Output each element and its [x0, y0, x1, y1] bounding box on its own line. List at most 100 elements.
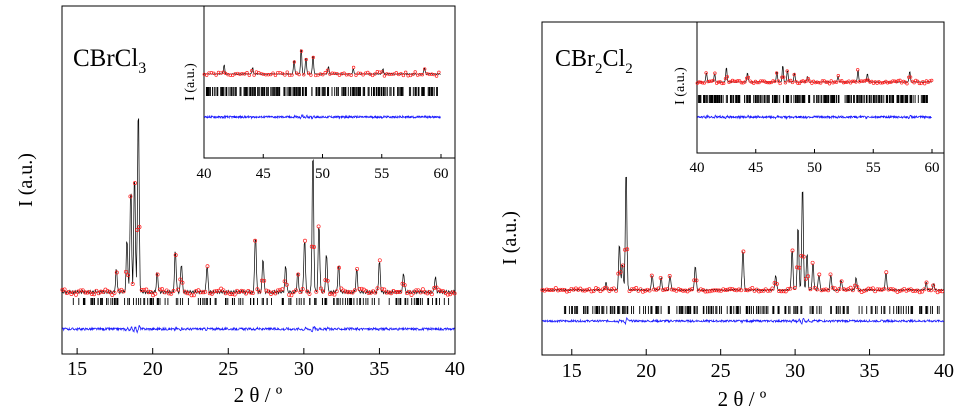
right-inset-observed-point — [817, 80, 821, 85]
right-inset-observed-point — [854, 80, 858, 84]
right-main-observed-point — [801, 254, 806, 259]
right-main-observed-point — [757, 289, 761, 294]
right-inset-x-tick-label: 50 — [807, 160, 822, 176]
left-main-observed-point — [393, 290, 398, 294]
left-inset-observed-point — [382, 74, 387, 78]
left-main-observed-point — [80, 288, 85, 293]
left-main-x-tick-label: 30 — [294, 358, 314, 380]
right-main-observed-point — [868, 286, 873, 291]
right-inset-observed-point — [725, 75, 729, 79]
right-main-observed-point — [594, 286, 598, 291]
left-main-observed-point — [382, 287, 387, 292]
left-main-observed-point — [380, 286, 385, 291]
right-main-observed-point — [703, 289, 708, 294]
left-main-observed-point — [434, 285, 439, 290]
left-main-observed-point — [221, 288, 226, 293]
right-inset-observed-point — [702, 81, 706, 85]
left-main-observed-point — [169, 291, 174, 296]
right-inset-observed-point — [776, 79, 781, 83]
right-main-observed-point — [795, 265, 799, 270]
right-inset-observed-point — [831, 81, 835, 85]
left-main-observed-point — [203, 289, 208, 294]
right-main-observed-point — [792, 286, 797, 290]
right-main-observed-point — [560, 287, 565, 292]
right-inset-observed-point — [810, 81, 814, 85]
right-main-observed-point — [710, 288, 715, 293]
left-inset-observed-point — [295, 71, 299, 75]
right-main-observed-point — [830, 285, 835, 290]
right-inset-observed-point — [843, 80, 847, 85]
left-inset-observed-point — [212, 71, 216, 75]
right-main-observed-point — [741, 249, 746, 254]
left-main-observed-points — [60, 181, 457, 298]
left-panel: CBrCl3 I (a.u.) 15 20 25 30 35 40 2 θ / º I (… — [15, 5, 465, 407]
left-main-observed-point — [348, 289, 353, 294]
left-main-observed-point — [228, 292, 233, 296]
right-main-observed-point — [929, 288, 933, 293]
left-main-observed-point — [377, 258, 382, 263]
left-main-observed-point — [160, 287, 165, 292]
right-main-observed-point — [611, 286, 616, 291]
left-main-observed-point — [303, 238, 307, 243]
right-main-observed-point — [906, 287, 911, 292]
right-main-observed-point — [656, 286, 661, 291]
left-inset-x-tick-labels: 40 45 50 55 60 — [197, 154, 449, 182]
right-inset-x-tick-label: 60 — [925, 160, 940, 176]
right-inset-observed-point — [863, 79, 867, 83]
left-compound-label: CBrCl3 — [73, 45, 146, 77]
right-main-observed-point — [645, 287, 650, 292]
left-main-observed-point — [296, 272, 301, 277]
left-main-observed-point — [114, 270, 119, 275]
right-main-observed-point — [585, 287, 589, 292]
left-inset-observed-point — [290, 73, 294, 77]
left-inset-observed-point — [269, 72, 273, 77]
right-main-observed-point — [734, 288, 739, 293]
right-inset-observed-point — [901, 79, 906, 84]
right-inset-observed-point — [815, 80, 819, 84]
right-main-observed-point — [692, 278, 697, 283]
left-main-observed-point — [85, 290, 90, 295]
right-inset-observed-point — [827, 82, 832, 86]
right-main-observed-point — [937, 289, 942, 294]
right-inset-observed-point — [794, 79, 798, 84]
left-main-observed-point — [101, 289, 106, 294]
right-main-x-tick-label: 35 — [860, 360, 880, 382]
right-main-observed-point — [774, 281, 779, 286]
right-main-observed-point — [783, 289, 788, 294]
left-inset-x-tick-label: 45 — [256, 166, 271, 182]
left-main-observed-point — [194, 288, 199, 293]
right-main-observed-point — [564, 289, 569, 294]
left-main-observed-point — [173, 253, 178, 258]
right-inset-observed-point — [785, 69, 789, 73]
right-main-observed-point — [759, 289, 764, 293]
left-inset-x-tick-label: 40 — [197, 166, 212, 182]
left-main-observed-point — [275, 288, 280, 293]
right-main-observed-point — [817, 272, 822, 277]
right-inset-observed-point — [852, 79, 856, 83]
left-main-observed-point — [196, 288, 201, 293]
right-main-observed-point — [714, 288, 719, 293]
right-main-observed-point — [832, 286, 837, 291]
left-main-observed-point — [346, 290, 351, 295]
right-inset-observed-point — [736, 79, 740, 83]
right-main-observed-point — [819, 288, 824, 293]
right-main-observed-point — [638, 287, 643, 292]
right-main-observed-point — [873, 289, 878, 294]
right-x-axis-label: 2 θ / º — [718, 387, 767, 408]
right-inset-observed-point — [930, 78, 934, 83]
right-main-observed-point — [589, 289, 594, 294]
right-main-x-tick-label: 30 — [785, 360, 805, 382]
right-inset-observed-point — [820, 79, 825, 83]
right-main-observed-point — [732, 287, 737, 292]
right-main-observed-point — [788, 286, 793, 291]
left-main-observed-point — [343, 289, 348, 294]
right-inset-x-tick-label: 40 — [690, 160, 705, 176]
left-main-observed-point — [391, 289, 396, 293]
right-inset-observed-point — [723, 76, 728, 81]
right-main-observed-point — [591, 288, 596, 293]
left-inset-observed-point — [373, 72, 377, 76]
left-main-observed-point — [384, 290, 389, 295]
right-inset-observed-point — [893, 79, 897, 83]
left-main-observed-point — [436, 287, 441, 292]
left-inset-observed-point — [309, 73, 313, 77]
